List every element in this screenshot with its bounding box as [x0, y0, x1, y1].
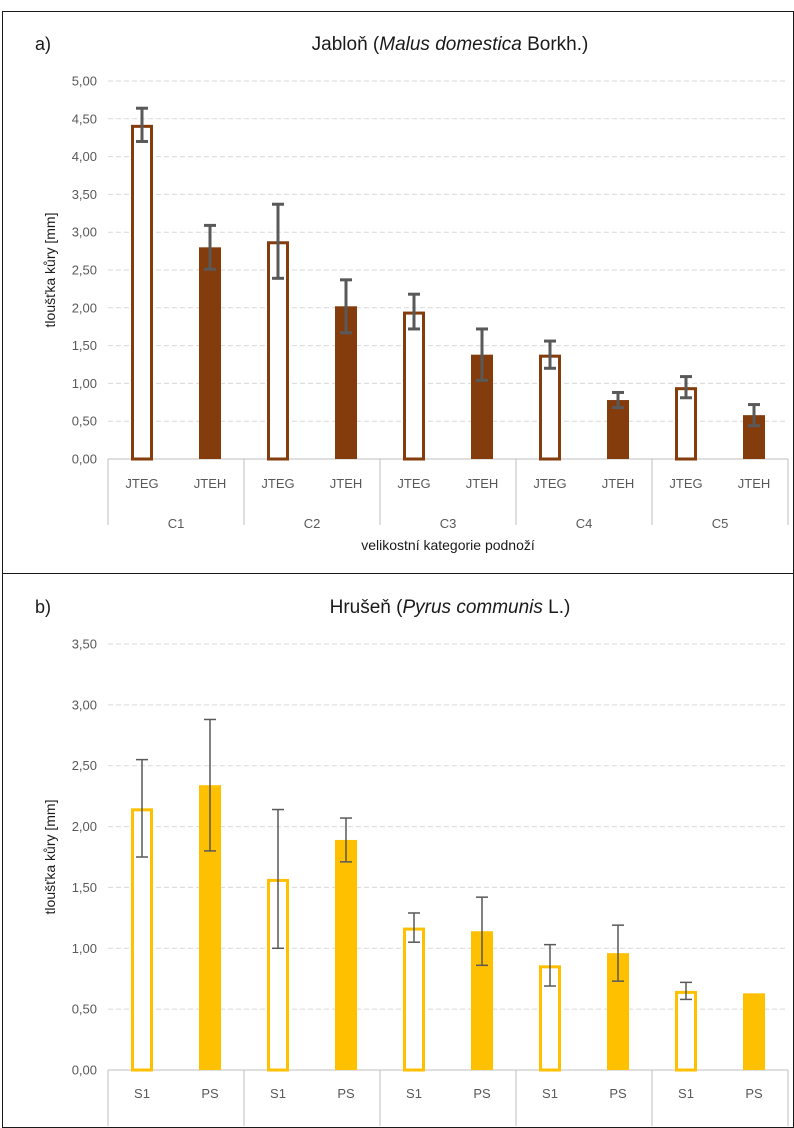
y-axis-label: tloušťka kůry [mm] [42, 800, 58, 915]
bar-filled [199, 247, 221, 459]
series-tick-label: PS [745, 1086, 763, 1101]
y-tick-label: 2,50 [72, 758, 97, 773]
y-tick-label: 1,50 [72, 880, 97, 895]
y-tick-label: 2,00 [72, 300, 97, 315]
bar-outline [131, 124, 153, 461]
series-tick-label: JTEG [125, 476, 158, 491]
bar-outline [403, 927, 425, 1072]
series-tick-label: PS [337, 1086, 355, 1101]
panel-letter: b) [35, 597, 51, 617]
series-tick-label: JTEH [466, 476, 499, 491]
series-tick-label: PS [609, 1086, 627, 1101]
bar-outline [539, 354, 561, 461]
series-tick-label: JTEH [330, 476, 363, 491]
group-tick-label: C1 [168, 516, 185, 531]
series-tick-label: PS [201, 1086, 219, 1101]
chart-panel-a: a) Jabloň (Malus domestica Borkh.) 0,00 0,5… [2, 11, 794, 574]
series-tick-label: S1 [406, 1086, 422, 1101]
series-tick-label: S1 [678, 1086, 694, 1101]
bar-filled [607, 953, 629, 1070]
y-tick-label: 3,00 [72, 225, 97, 240]
series-tick-label: S1 [270, 1086, 286, 1101]
y-tick-label: 0,50 [72, 414, 97, 429]
series-tick-label: JTEH [194, 476, 227, 491]
y-tick-label: 2,00 [72, 819, 97, 834]
group-tick-label: C4 [576, 516, 593, 531]
series-tick-label: S1 [542, 1086, 558, 1101]
y-tick-label: 0,00 [72, 452, 97, 467]
bar-filled [199, 785, 221, 1070]
group-tick-label: C5 [712, 516, 729, 531]
group-tick-label: C2 [304, 516, 321, 531]
y-tick-label: 5,00 [72, 74, 97, 89]
panel-letter: a) [35, 34, 51, 54]
y-tick-label: 1,00 [72, 941, 97, 956]
title-part: Hrušeň ( [330, 597, 404, 618]
chart-b-svg: b) Hrušeň (Pyrus communis L.) 0,00 0,50 1,00… [35, 597, 789, 1126]
y-tick-label: 3,00 [72, 697, 97, 712]
y-tick-label: 0,50 [72, 1002, 97, 1017]
title-part: L.) [543, 597, 570, 618]
y-tick-label: 4,00 [72, 149, 97, 164]
chart-title: Hrušeň (Pyrus communis L.) [330, 597, 571, 618]
x-axis-label: velikostní kategorie podnoží [361, 537, 535, 553]
title-part: Malus domestica [379, 34, 522, 55]
series-tick-label: S1 [134, 1086, 150, 1101]
y-tick-label: 3,50 [72, 187, 97, 202]
chart-a-svg: a) Jabloň (Malus domestica Borkh.) 0,00 0,5… [35, 34, 789, 553]
y-axis-label: tloušťka kůry [mm] [42, 213, 58, 328]
series-tick-label: JTEG [533, 476, 566, 491]
y-tick-label: 3,50 [72, 637, 97, 652]
y-tick-label: 4,50 [72, 111, 97, 126]
y-tick-label: 1,50 [72, 338, 97, 353]
series-tick-label: JTEG [397, 476, 430, 491]
title-part: Pyrus communis [402, 597, 543, 618]
title-part: Jabloň ( [312, 34, 380, 55]
series-tick-label: JTEG [261, 476, 294, 491]
bar-outline [403, 311, 425, 461]
chart-title: Jabloň (Malus domestica Borkh.) [312, 34, 589, 55]
series-tick-label: JTEG [669, 476, 702, 491]
series-tick-label: JTEH [738, 476, 771, 491]
bar-outline [675, 990, 697, 1072]
series-tick-label: JTEH [602, 476, 635, 491]
bar-filled [335, 839, 357, 1070]
y-tick-label: 2,50 [72, 263, 97, 278]
y-tick-label: 1,00 [72, 376, 97, 391]
series-tick-label: PS [473, 1086, 491, 1101]
chart-panel-b: b) Hrušeň (Pyrus communis L.) 0,00 0,50 1,00… [2, 573, 794, 1128]
group-tick-label: C3 [440, 516, 457, 531]
title-part: Borkh.) [522, 34, 589, 55]
bar-filled [743, 993, 765, 1070]
bar-filled [335, 306, 357, 459]
y-tick-label: 0,00 [72, 1063, 97, 1078]
bar-filled [607, 400, 629, 459]
